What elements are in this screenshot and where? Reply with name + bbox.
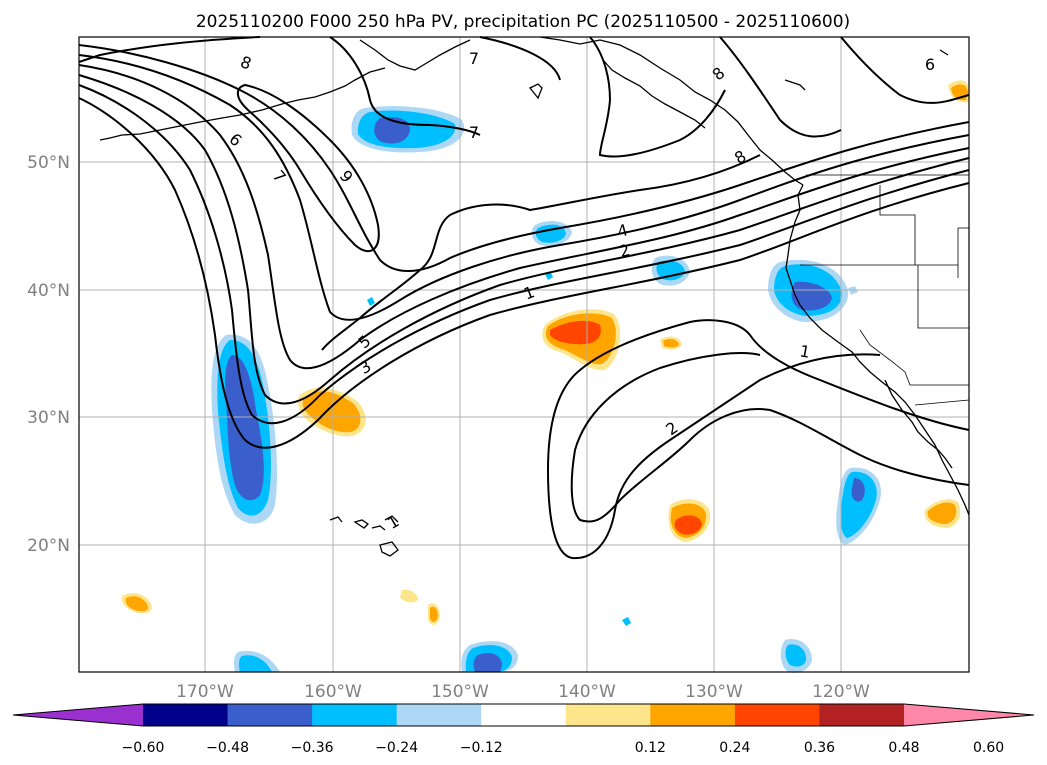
colorbar-tick-label: 0.60	[973, 740, 1004, 756]
colorbar-segment	[565, 704, 651, 726]
colorbar-segment	[734, 704, 820, 726]
lat-label-20n: 20°N	[27, 536, 70, 556]
colorbar-extend-low	[13, 704, 143, 726]
map-panel: 1 2 3 4 5 6 7 8 9 1 2 1 8 7 7 8 6	[78, 36, 970, 673]
colorbar-tick-label: −0.24	[375, 740, 418, 756]
lon-label-150w: 150°W	[431, 682, 489, 702]
lon-label-160w: 160°W	[304, 682, 362, 702]
precip-shading	[121, 80, 970, 673]
contour-label-7-gulf: 7	[469, 123, 479, 142]
colorbar-tick-label: −0.60	[122, 740, 165, 756]
contour-label-2: 2	[617, 240, 632, 261]
contour-label-7-north: 7	[469, 49, 479, 68]
colorbar-segment	[312, 704, 398, 726]
lat-label-40n: 40°N	[27, 281, 70, 301]
lat-label-30n: 30°N	[27, 408, 70, 428]
latitude-labels: 50°N 40°N 30°N 20°N	[27, 153, 70, 556]
lat-label-50n: 50°N	[27, 153, 70, 173]
lon-label-120w: 120°W	[812, 682, 870, 702]
contour-label-1-east: 1	[798, 341, 811, 361]
colorbar-tick-label: 0.36	[804, 740, 835, 756]
lon-label-170w: 170°W	[176, 682, 234, 702]
colorbar-extend-high	[904, 704, 1034, 726]
colorbar-tick-label: −0.36	[291, 740, 334, 756]
colorbar-tick-label: −0.48	[206, 740, 249, 756]
colorbar-segment	[396, 704, 482, 726]
contour-label-6-ne: 6	[925, 55, 935, 74]
colorbar-segment	[481, 704, 567, 726]
colorbar-tick-label: 0.12	[635, 740, 666, 756]
colorbar-segment	[819, 704, 905, 726]
coastlines	[99, 36, 970, 557]
lon-label-130w: 130°W	[685, 682, 743, 702]
colorbar-tick-label: 0.24	[719, 740, 750, 756]
colorbar-segment	[650, 704, 736, 726]
political-boundaries	[800, 174, 970, 406]
longitude-labels: 170°W 160°W 150°W 140°W 130°W 120°W	[176, 682, 870, 702]
colorbar: −0.60 −0.48 −0.36 −0.24 −0.12 0.12 0.24 0.36 0.4…	[12, 703, 1035, 756]
pv-contours	[78, 36, 970, 560]
graticule	[79, 37, 969, 672]
map-frame	[78, 36, 970, 673]
map-title: 2025110200 F000 250 hPa PV, precipitatio…	[196, 12, 850, 32]
colorbar-segment	[143, 704, 229, 726]
colorbar-tick-label: 0.48	[888, 740, 919, 756]
positive-anomaly	[121, 80, 970, 625]
lon-label-140w: 140°W	[558, 682, 616, 702]
colorbar-tick-label: −0.12	[460, 740, 503, 756]
contour-label-4: 4	[615, 220, 630, 241]
negative-anomaly	[211, 106, 881, 673]
colorbar-segment	[227, 704, 313, 726]
colorbar-outline	[12, 703, 1035, 727]
